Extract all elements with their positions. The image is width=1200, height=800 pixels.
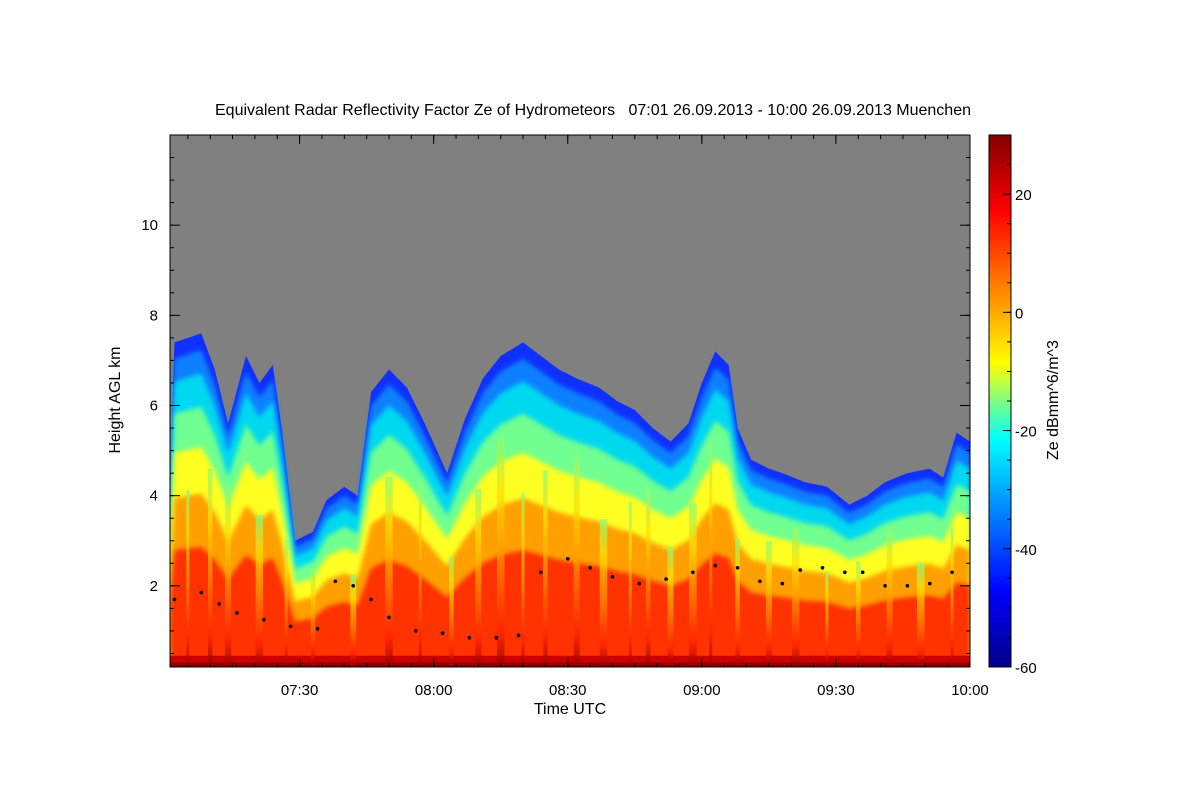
x-tick-label: 08:00: [415, 682, 453, 699]
precip-streak: [385, 476, 393, 667]
cloud-base-point: [494, 635, 499, 640]
x-tick-label: 08:30: [549, 682, 587, 699]
precip-streak: [645, 486, 651, 667]
precip-streak: [284, 539, 288, 667]
y-axis-label: Height AGL km: [107, 346, 124, 453]
colorbar-ticks: -60 -40 -20 0 20: [1003, 134, 1037, 677]
colorbar-tick-label: -60: [1015, 660, 1037, 677]
reflectivity-field: [170, 333, 970, 667]
x-axis-label: Time UTC: [534, 701, 606, 718]
colorbar-tick-label: -20: [1015, 424, 1037, 441]
precip-streak: [186, 490, 190, 667]
precip-streak: [950, 527, 954, 667]
cloud-base-point: [691, 570, 695, 575]
cloud-base-point: [333, 579, 338, 584]
precip-streak: [496, 435, 505, 667]
precip-streak: [310, 567, 316, 667]
x-tick-label: 07:30: [281, 682, 319, 699]
surface-band: [170, 655, 970, 667]
cloud-base-point: [843, 570, 847, 575]
x-tick-label: 09:30: [817, 682, 855, 699]
precip-streak: [628, 501, 632, 667]
precip-streak: [573, 452, 580, 667]
y-tick-label: 4: [150, 488, 158, 505]
cloud-base-point: [539, 570, 543, 575]
precip-streak: [255, 514, 264, 667]
precip-streak: [350, 575, 357, 667]
colorbar-label: Ze dBmm^6/m^3: [1045, 340, 1062, 460]
precip-streak: [791, 527, 800, 667]
cloud-base-point: [217, 602, 221, 606]
precip-streak: [735, 539, 740, 667]
cloud-base-point: [315, 626, 320, 631]
y-axis: 2 4 6 8 10: [141, 134, 970, 654]
cloud-base-point: [713, 563, 718, 568]
precip-streak: [475, 489, 482, 667]
precip-streak: [886, 529, 893, 667]
chart-title: Equivalent Radar Reflectivity Factor Ze …: [215, 102, 971, 119]
plot-area: [169, 134, 971, 668]
cloud-base-point: [199, 590, 204, 595]
y-tick-label: 2: [150, 578, 158, 595]
cloud-base-point: [566, 557, 570, 561]
cloud-base-point: [440, 631, 445, 635]
cloud-base-markers: [172, 557, 954, 640]
cloud-base-point: [758, 579, 762, 584]
cloud-base-point: [820, 566, 825, 570]
cloud-base-point: [516, 633, 521, 638]
x-axis: 07:30 08:00 08:30 09:00 09:30 10:00: [187, 135, 989, 699]
cloud-base-point: [905, 584, 910, 588]
precip-streak: [917, 562, 925, 667]
precip-streak: [543, 470, 548, 667]
y-tick-label: 8: [150, 307, 158, 324]
cloud-base-point: [262, 617, 266, 622]
cloud-base-point: [950, 570, 954, 575]
cloud-base-point: [798, 568, 802, 572]
cloud-base-point: [637, 581, 642, 586]
cloud-base-point: [172, 597, 177, 602]
cloud-base-point: [588, 566, 592, 570]
surface-band-core: [170, 662, 970, 667]
cloud-base-point: [610, 575, 615, 579]
cloud-base-point: [928, 581, 932, 586]
precip-streak: [225, 486, 232, 667]
plot-frame: [169, 134, 971, 668]
cloud-base-point: [351, 584, 356, 588]
colorbar-tick-label: 20: [1015, 187, 1032, 204]
colorbar-tick-label: -40: [1015, 542, 1037, 559]
cloud-base-point: [467, 635, 472, 640]
precip-streak: [418, 479, 422, 667]
y-tick-label: 10: [141, 217, 158, 234]
y-tick-label: 6: [150, 398, 158, 415]
cloud-base-point: [369, 597, 373, 602]
precip-streak: [599, 519, 608, 667]
cloud-base-point: [664, 577, 668, 581]
precip-streak: [689, 503, 697, 667]
x-tick-label: 09:00: [683, 682, 721, 699]
precip-streak: [825, 571, 829, 667]
precip-streak: [207, 468, 213, 667]
cloud-base-point: [780, 581, 785, 586]
precip-streak: [856, 561, 861, 667]
precip-streak: [667, 547, 674, 667]
cloud-base-point: [860, 570, 865, 575]
colorbar: -60 -40 -20 0 20 Ze dBmm^6/m^3: [988, 134, 1062, 677]
cloud-base-point: [288, 624, 293, 629]
precip-streak: [449, 556, 454, 667]
cloud-base-point: [414, 629, 418, 633]
cloud-base-point: [883, 584, 887, 588]
cloud-base-point: [387, 615, 391, 620]
precip-streak: [521, 492, 525, 667]
precip-streak: [709, 440, 713, 667]
x-tick-label: 10:00: [951, 682, 989, 699]
precip-streak: [765, 541, 772, 667]
cloud-base-point: [235, 611, 239, 615]
cloud-base-point: [735, 566, 740, 570]
colorbar-tick-label: 0: [1015, 305, 1023, 322]
